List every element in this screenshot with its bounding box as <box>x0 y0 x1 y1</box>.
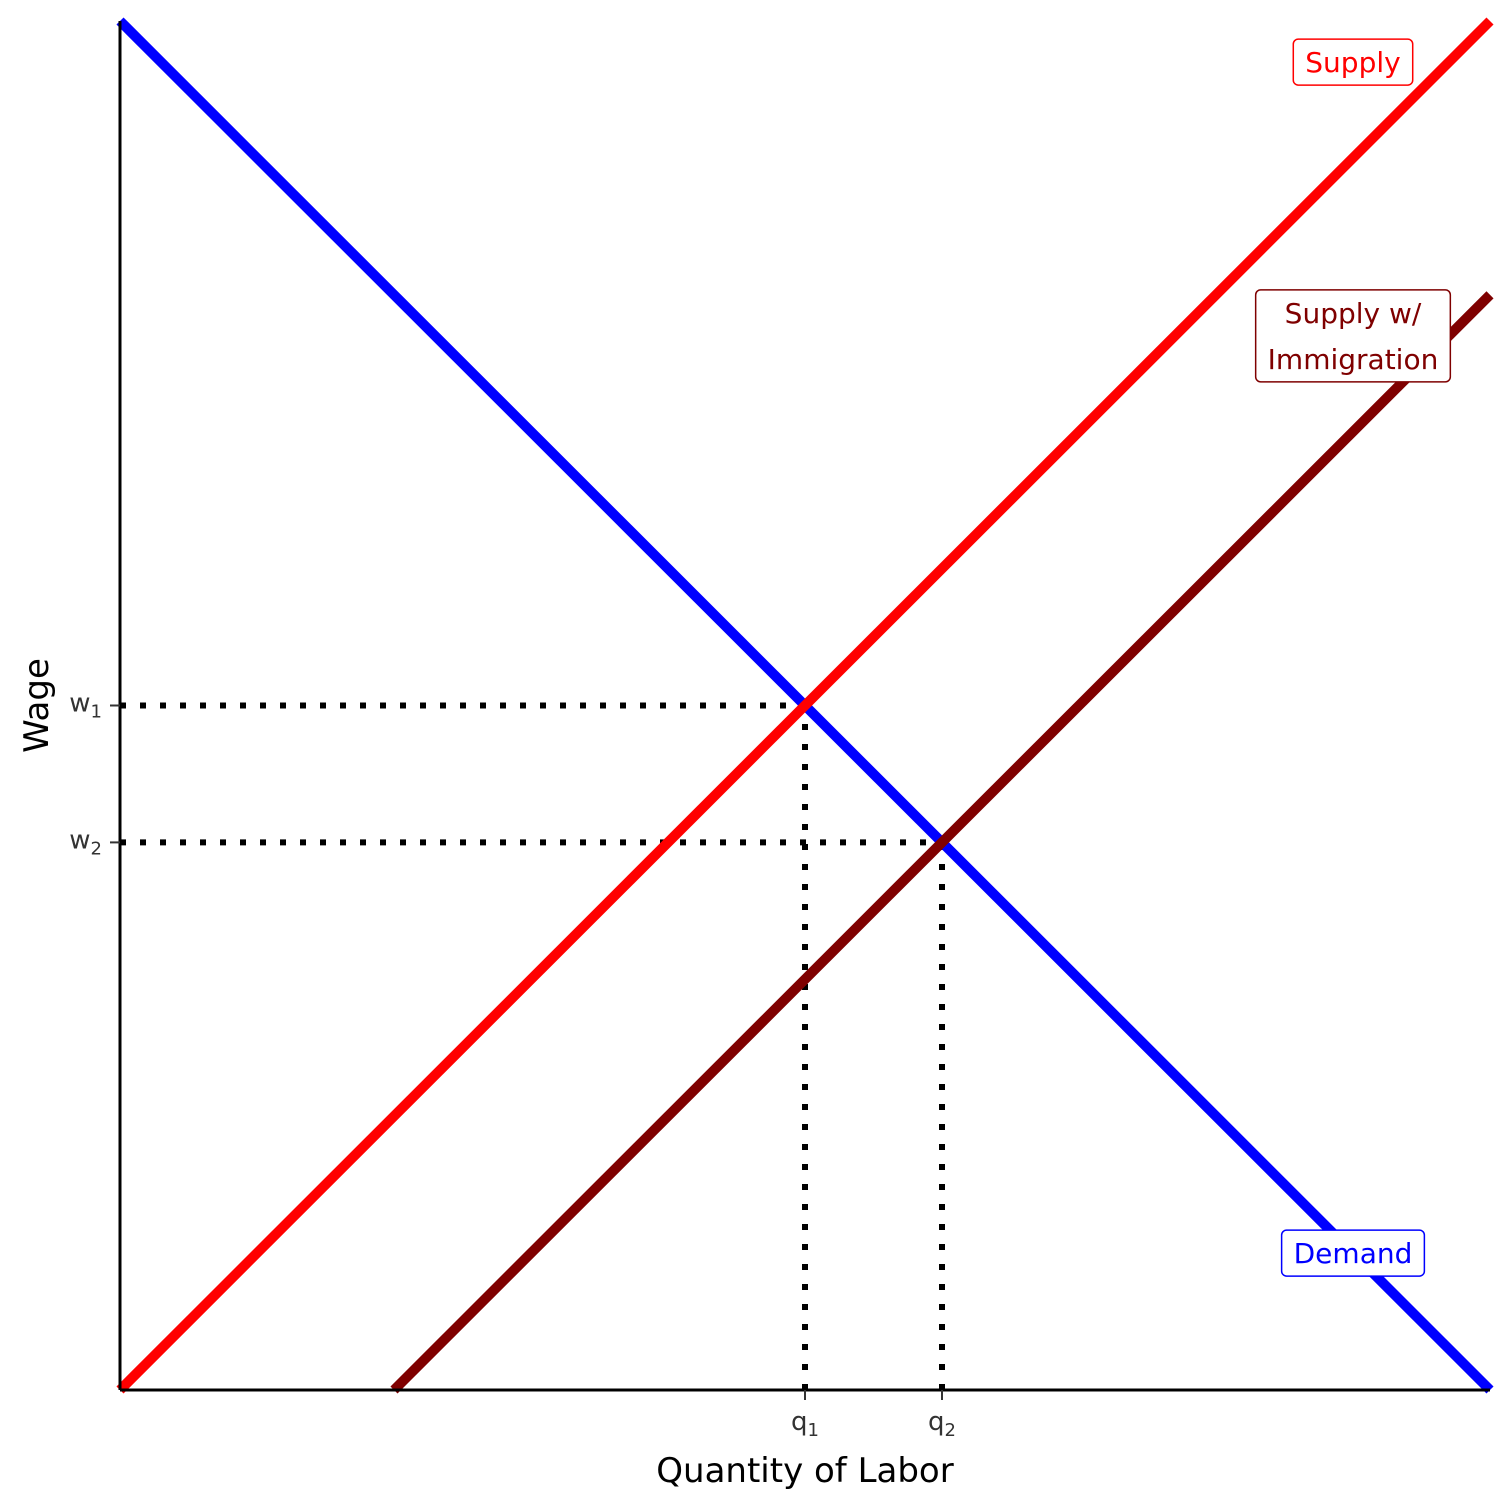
supply-w-immigration-label-text: Supply w/ <box>1285 297 1422 330</box>
supply-label-text: Supply <box>1305 46 1400 79</box>
x-tick-subscript: 2 <box>945 1420 956 1441</box>
y-axis-title: Wage <box>17 658 57 753</box>
y-tick-subscript: 2 <box>91 838 102 859</box>
supply-w-immigration-label: Supply w/Immigration <box>1254 289 1452 383</box>
demand-label-text: Demand <box>1294 1237 1413 1270</box>
x-tick-subscript: 1 <box>808 1420 819 1441</box>
supply-w-immigration-label-text: Immigration <box>1268 343 1439 376</box>
y-tick-label: w2 <box>69 825 102 859</box>
supply-w-immigration-label-box <box>1254 289 1452 383</box>
y-tick-label: w1 <box>69 689 102 723</box>
supply-label-box <box>1292 38 1414 86</box>
supply-w-immigration-line <box>390 291 1494 1394</box>
supply-line <box>116 17 1494 1394</box>
x-axis-title: Quantity of Labor <box>656 1451 953 1491</box>
demand-label-box <box>1280 1229 1426 1277</box>
demand-label: Demand <box>1280 1229 1426 1277</box>
ticks-layer: q1 q2 w1 w2 <box>69 689 956 1442</box>
x-tick-label: q1 <box>791 1407 819 1441</box>
guides-layer <box>120 702 945 1390</box>
x-tick-label: q2 <box>928 1407 956 1441</box>
y-tick-subscript: 1 <box>91 702 102 723</box>
curve-labels-layer: Supply Supply w/Immigration Demand <box>1254 38 1452 1277</box>
series-layer <box>116 17 1494 1394</box>
supply-label: Supply <box>1292 38 1414 86</box>
